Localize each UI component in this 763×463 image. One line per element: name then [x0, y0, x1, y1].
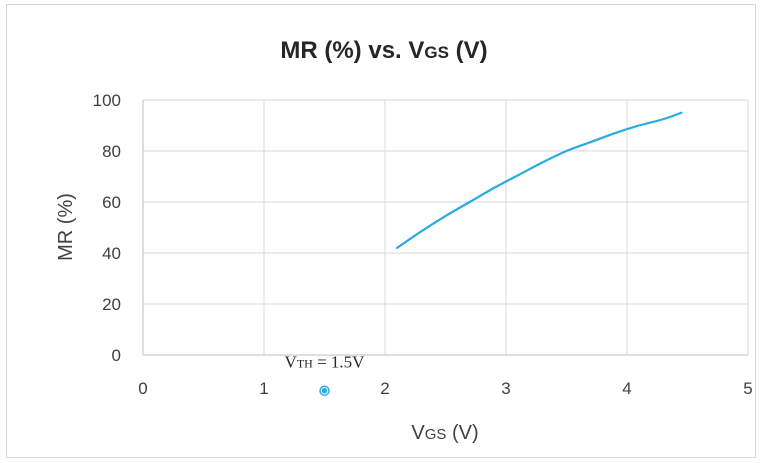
chart-title: MR (%) vs. VGS (V) — [280, 37, 487, 64]
y-tick-label: 20 — [102, 295, 121, 314]
annotation: VTH = 1.5V — [285, 353, 366, 396]
chart-title-end: (V) — [449, 37, 488, 64]
x-tick-label: 2 — [380, 379, 389, 398]
x-axis-title-end: (V) — [446, 422, 478, 444]
x-tick-label: 1 — [259, 379, 268, 398]
x-tick-labels: 0 1 2 3 4 5 — [138, 379, 752, 398]
x-tick-label: 5 — [743, 379, 752, 398]
y-tick-label: 60 — [102, 193, 121, 212]
chart-title-main: MR (%) vs. V — [280, 37, 424, 64]
y-tick-label: 80 — [102, 142, 121, 161]
chart-frame — [6, 4, 756, 458]
y-tick-label: 100 — [93, 91, 121, 110]
series-layer — [396, 111, 683, 249]
grid — [142, 99, 749, 356]
x-tick-label: 4 — [622, 379, 631, 398]
series-line-0 — [396, 111, 683, 249]
x-axis-title: VGS (V) — [411, 422, 478, 444]
x-axis-title-sub: GS — [425, 426, 447, 443]
y-tick-labels: 0 20 40 60 80 100 — [93, 91, 121, 365]
y-axis-title: MR (%) — [55, 193, 77, 261]
vth-marker — [321, 387, 328, 394]
x-tick-label: 0 — [138, 379, 147, 398]
y-tick-label: 40 — [102, 244, 121, 263]
vth-annotation-label: VTH = 1.5V — [285, 353, 366, 372]
y-tick-label: 0 — [112, 346, 121, 365]
chart-title-sub: GS — [424, 43, 449, 62]
x-tick-label: 3 — [501, 379, 510, 398]
x-axis-title-main: V — [411, 422, 425, 444]
